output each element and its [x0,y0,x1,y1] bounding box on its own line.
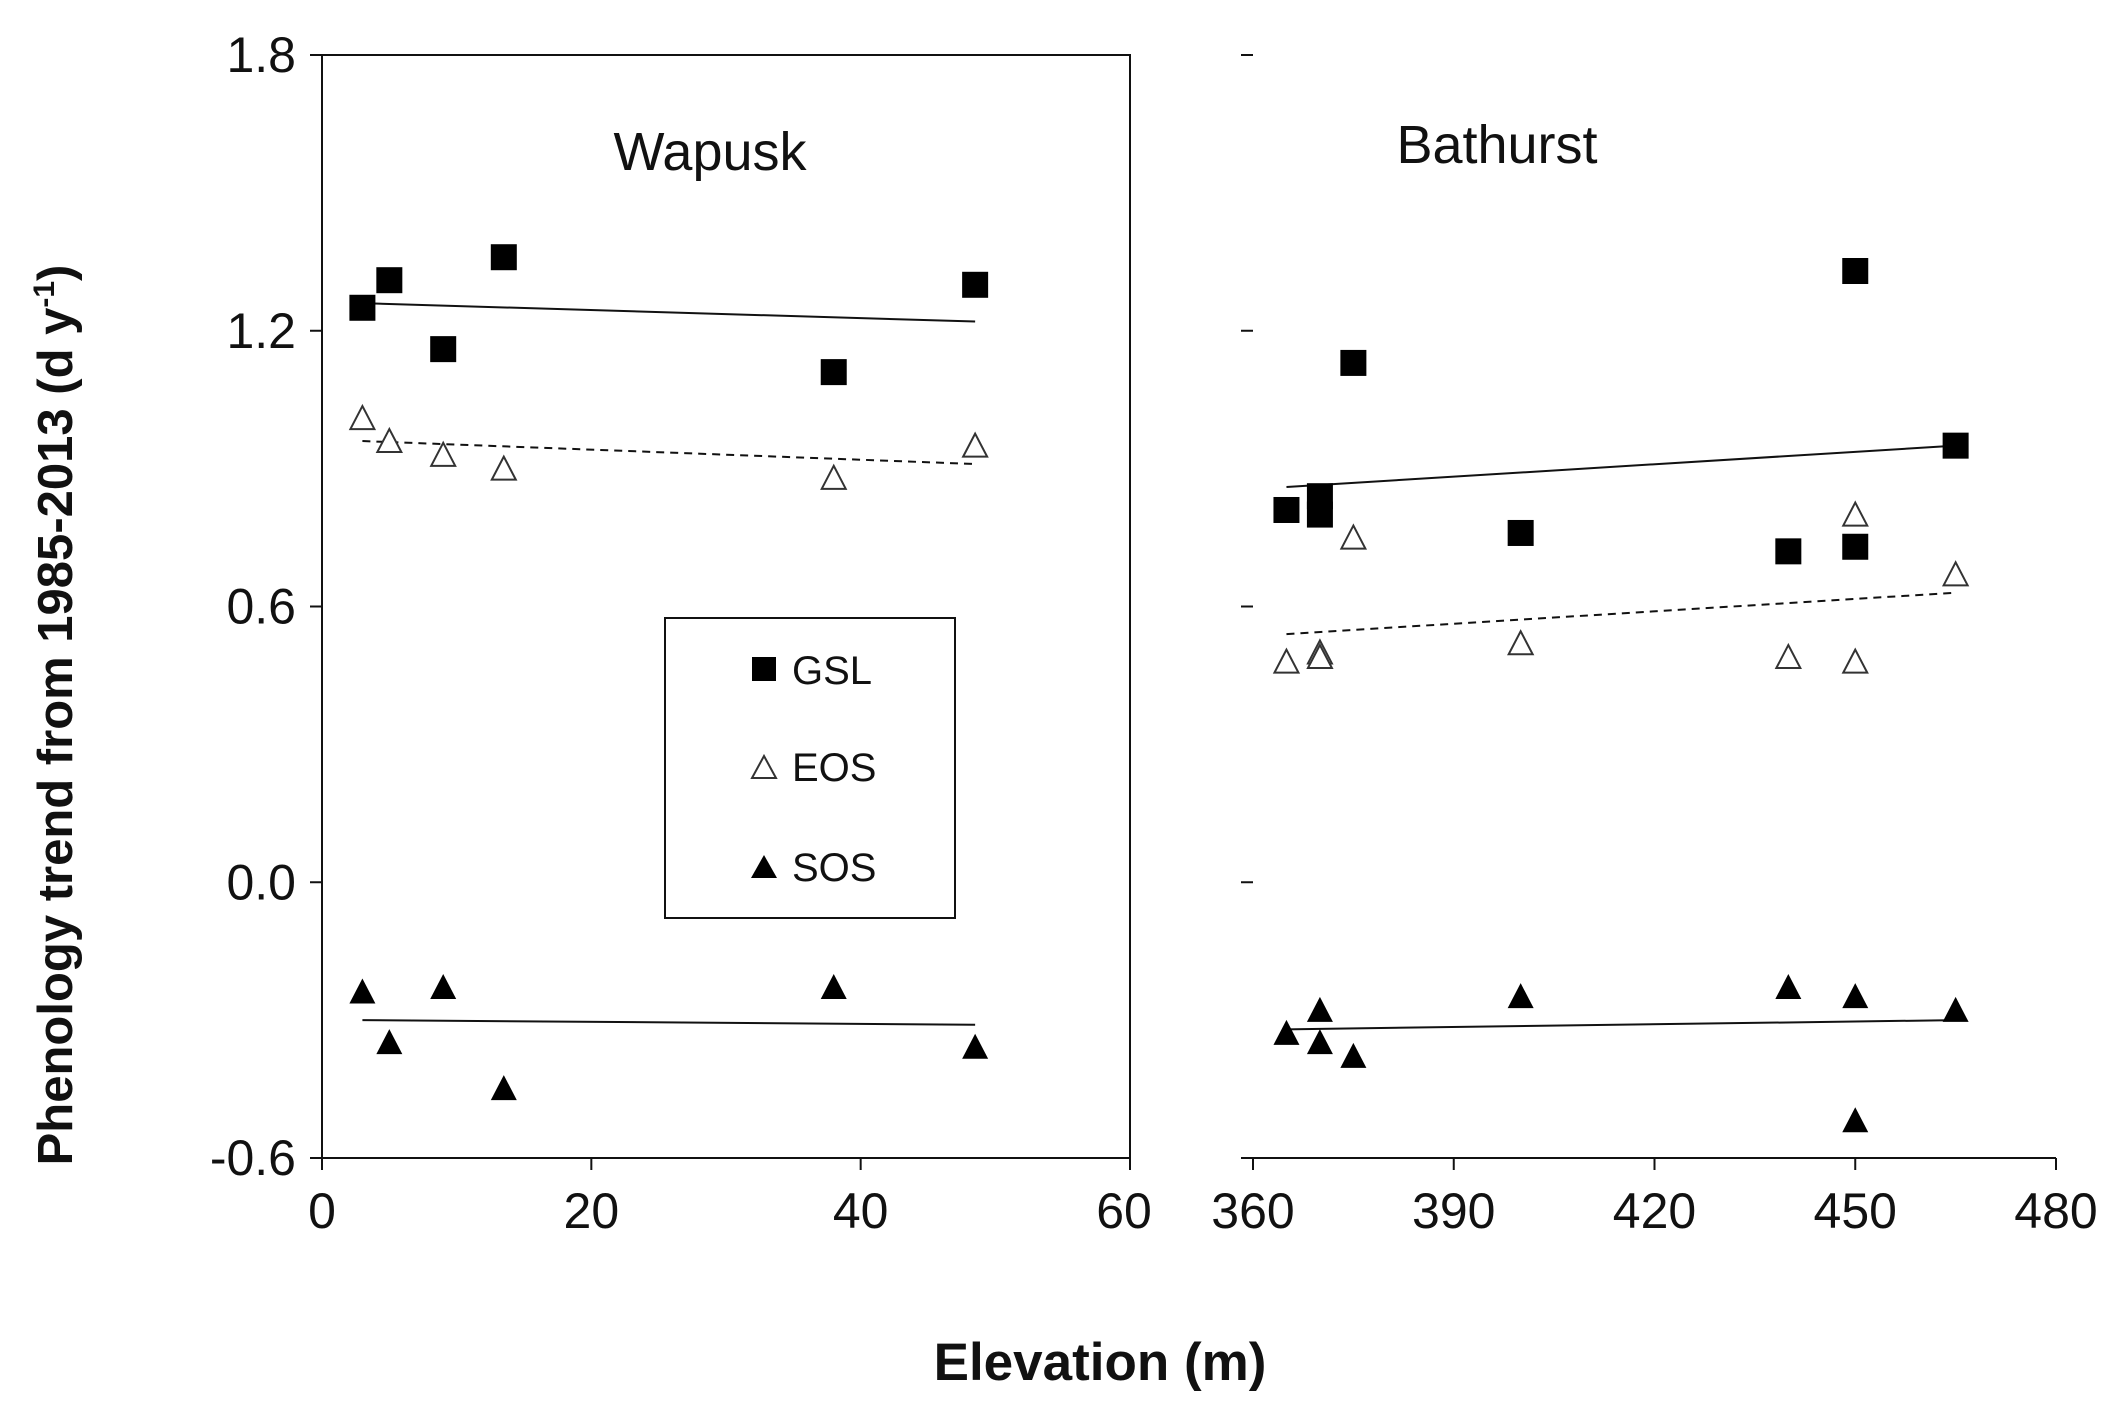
gsl-point [349,294,376,321]
eos-point [1774,642,1802,670]
legend-gsl-label: GSL [792,649,872,693]
sos-point [349,978,376,1004]
panel-bathurst-title: Bathurst [1396,115,1597,175]
eos-trend-line [1286,591,1956,636]
sos-point [1306,996,1333,1022]
sos-point [1507,983,1534,1009]
legend-eos-label: EOS [792,746,876,790]
x-tick-label: 360 [1211,1183,1294,1239]
gsl-point [376,267,403,294]
x-tick-label: 40 [833,1183,889,1239]
sos-point [1340,1042,1367,1068]
sos-point [1842,1107,1869,1133]
x-tick-label: 60 [1096,1183,1152,1239]
y-axis-label-main: Phenology trend from 1985-2013 (d y [29,308,83,1166]
y-tick-label: -0.6 [210,1130,296,1186]
panel-wapusk-ticks: 0 20 40 60 [308,54,1152,1239]
panel-wapusk-data [348,244,989,1101]
gsl-point [1842,258,1869,285]
eos-point [429,440,457,467]
x-tick-label: 420 [1613,1183,1696,1239]
gsl-point [1306,501,1333,528]
eos-point [1507,629,1535,656]
gsl-point [1340,349,1367,376]
sos-point [490,1075,517,1101]
eos-point [961,431,989,458]
y-tick-label: 1.2 [226,303,296,359]
gsl-point [1507,519,1534,546]
panel-wapusk-title: Wapusk [613,122,807,182]
sos-point [1842,983,1869,1009]
gsl-point [1942,432,1969,459]
gsl-point [430,336,457,363]
y-tick-labels: 1.8 1.2 0.6 0.0 -0.6 [210,27,296,1186]
legend-sos-label: SOS [792,846,876,890]
legend: GSL EOS SOS [664,617,956,919]
gsl-point [1775,538,1802,565]
gsl-point [962,271,989,298]
panel-bathurst: Bathurst 360 390 420 450 480 [1211,54,2098,1239]
sos-point [820,973,847,999]
sos-point [1775,973,1802,999]
y-tick-label: 0.6 [226,579,296,635]
legend-gsl-marker [752,657,776,681]
x-tick-label: 390 [1412,1183,1495,1239]
legend-sos-marker [751,855,777,878]
eos-point [1306,642,1334,670]
sos-point [1306,1029,1333,1055]
sos-trend-line [362,1019,976,1026]
y-tick-label: 1.8 [226,27,296,83]
gsl-point [1842,533,1869,560]
eos-point [1841,647,1869,674]
gsl-point [490,244,517,271]
panel-wapusk: Wapusk 0 20 40 60 [308,54,1152,1239]
eos-point [1841,500,1869,527]
x-tick-label: 480 [2014,1183,2097,1239]
legend-eos-marker [750,753,778,779]
panel-bathurst-data [1272,258,1970,1133]
eos-point [1272,647,1301,674]
sos-point [1942,996,1969,1022]
sos-point [376,1029,403,1055]
eos-point [820,463,848,490]
gsl-point [820,359,847,386]
eos-point [1941,560,1970,587]
eos-point [490,454,518,481]
sos-point [430,973,457,999]
eos-trend-line [362,440,976,466]
eos-point [1339,523,1368,550]
x-tick-label: 450 [1814,1183,1897,1239]
eos-point [348,403,377,431]
panel-bathurst-ticks: 360 390 420 450 480 [1211,54,2098,1239]
y-axis-label-close: ) [29,265,83,281]
gsl-trend-line [1286,444,1956,489]
gsl-point [1273,496,1300,523]
x-tick-label: 0 [308,1183,336,1239]
y-axis-label: Phenology trend from 1985-2013 (d y-1) [28,265,83,1166]
y-tick-label: 0.0 [226,854,296,910]
sos-point [1273,1019,1300,1045]
eos-point [375,426,403,454]
y-axis-label-sup: -1 [28,281,61,308]
legend-box [664,617,956,919]
sos-trend-line [1286,1019,1956,1031]
x-tick-label: 20 [564,1183,620,1239]
x-axis-label: Elevation (m) [934,1333,1267,1392]
gsl-trend-line [362,302,976,323]
sos-point [962,1033,989,1059]
